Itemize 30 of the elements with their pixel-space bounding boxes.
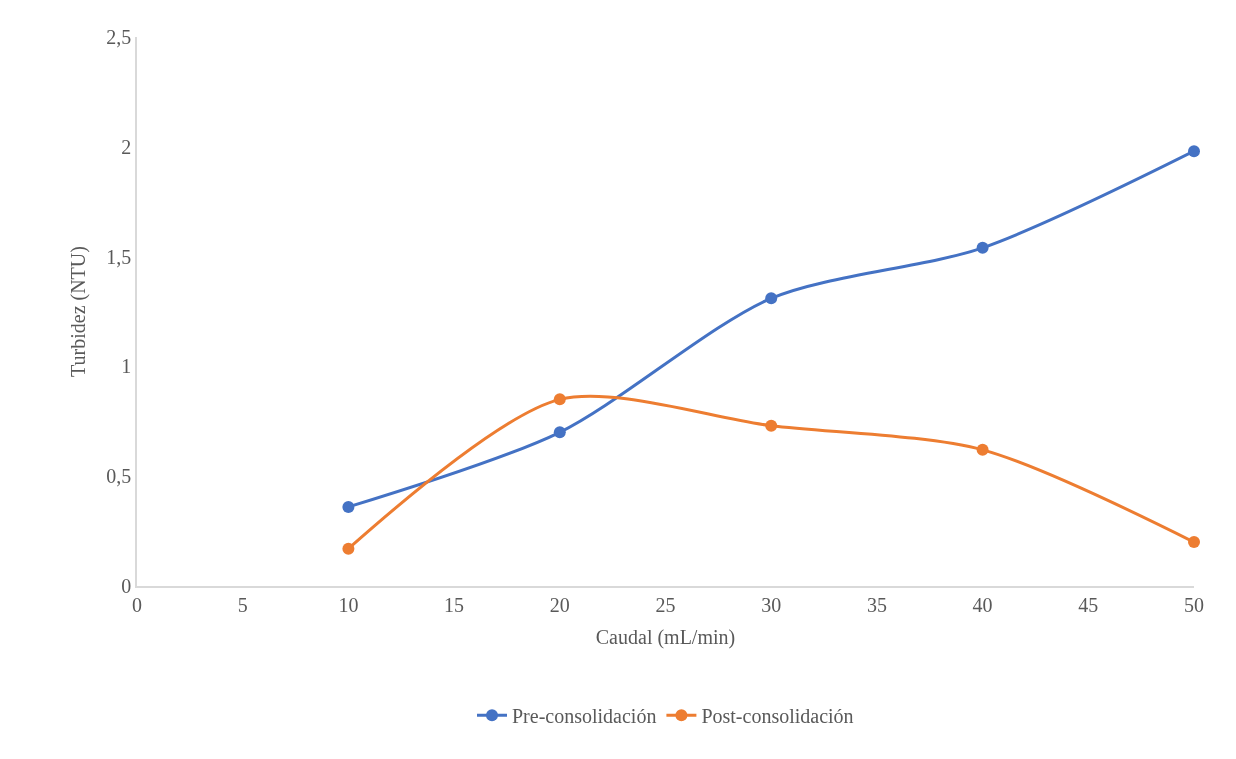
- y-tick-label: 1,5: [106, 245, 132, 268]
- point: [1188, 536, 1200, 549]
- x-axis-title: Caudal (mL/min): [595, 625, 736, 649]
- x-tick-label: 15: [444, 593, 465, 616]
- point: [1188, 145, 1200, 158]
- point: [976, 443, 989, 456]
- x-tick-label: 40: [972, 593, 993, 616]
- y-tick-label: 2: [121, 135, 132, 158]
- y-tick-label: 2,5: [106, 26, 132, 48]
- x-tick-label: 30: [761, 593, 782, 616]
- y-tick-label: 0,5: [106, 465, 132, 488]
- y-tick-label: 1: [121, 355, 132, 378]
- point: [976, 241, 989, 254]
- point: [765, 292, 778, 305]
- x-tick-label: 50: [1184, 593, 1204, 616]
- point: [342, 500, 355, 513]
- x-tick-label: 45: [1078, 593, 1099, 616]
- point: [553, 393, 566, 406]
- point: [765, 419, 778, 432]
- x-tick-label: 35: [866, 593, 887, 616]
- point: [553, 426, 566, 439]
- x-tick-label: 20: [549, 593, 570, 616]
- point: [342, 542, 355, 555]
- x-tick-label: 10: [338, 593, 359, 616]
- x-tick-label: 5: [237, 593, 248, 616]
- legend-label: Pre-consolidación: [512, 705, 657, 728]
- x-tick-label: 25: [655, 593, 676, 616]
- y-axis-title: Turbidez (NTU): [67, 246, 91, 377]
- legend-label: Post-consolidación: [701, 705, 854, 728]
- y-tick-label: 0: [121, 575, 132, 597]
